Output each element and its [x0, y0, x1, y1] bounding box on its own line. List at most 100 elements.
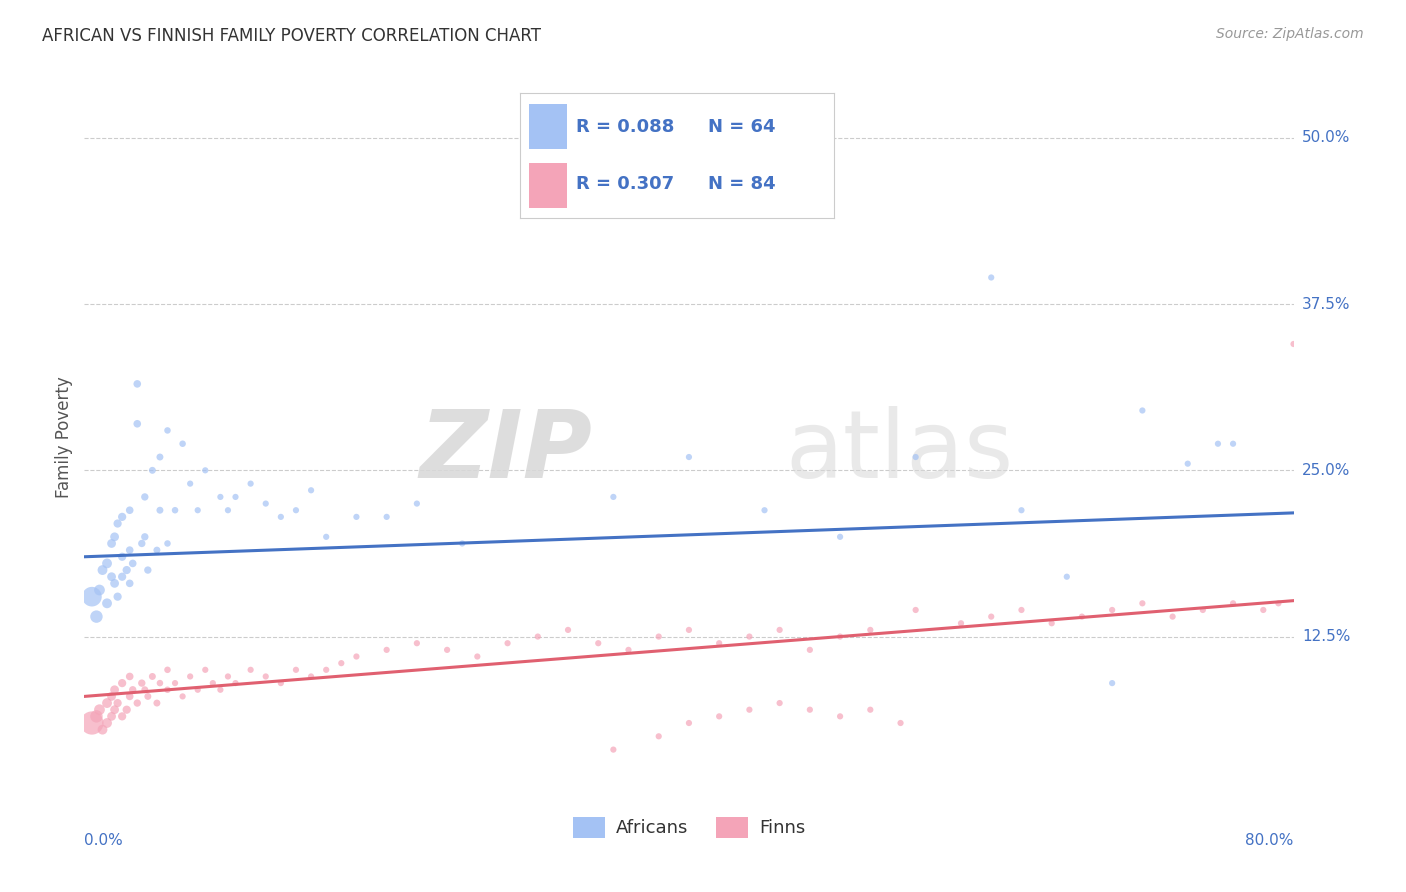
Point: [285, 503, 308, 517]
Point: [1267, 596, 1289, 610]
Point: [149, 450, 172, 464]
Point: [1222, 436, 1244, 450]
Point: [980, 609, 1002, 624]
Point: [100, 536, 122, 550]
Text: 80.0%: 80.0%: [1246, 833, 1294, 848]
Point: [830, 630, 852, 644]
Point: [172, 690, 194, 704]
Point: [115, 563, 138, 577]
Point: [678, 716, 700, 731]
Point: [100, 570, 122, 584]
Text: 12.5%: 12.5%: [1302, 629, 1350, 644]
Point: [239, 476, 262, 491]
Point: [270, 676, 292, 690]
Text: AFRICAN VS FINNISH FAMILY POVERTY CORRELATION CHART: AFRICAN VS FINNISH FAMILY POVERTY CORREL…: [42, 27, 541, 45]
Y-axis label: Family Poverty: Family Poverty: [55, 376, 73, 498]
Point: [149, 676, 172, 690]
Point: [617, 643, 640, 657]
Point: [96, 596, 118, 610]
Point: [239, 663, 262, 677]
Point: [950, 616, 973, 631]
Point: [678, 450, 700, 464]
Point: [980, 270, 1002, 285]
Point: [91, 723, 114, 737]
Point: [156, 663, 179, 677]
Point: [104, 576, 127, 591]
Point: [1056, 570, 1078, 584]
Point: [146, 543, 169, 558]
Point: [769, 696, 792, 710]
Point: [111, 676, 134, 690]
Point: [830, 709, 852, 723]
Point: [131, 676, 153, 690]
Point: [96, 716, 118, 731]
Point: [799, 643, 821, 657]
Point: [299, 483, 322, 498]
Point: [1282, 337, 1305, 351]
Point: [179, 669, 201, 683]
Point: [1040, 616, 1063, 631]
Point: [904, 450, 927, 464]
Point: [165, 676, 187, 690]
Point: [156, 682, 179, 697]
Point: [346, 649, 368, 664]
Point: [118, 503, 141, 517]
Point: [149, 503, 172, 517]
Point: [121, 682, 143, 697]
Point: [127, 696, 149, 710]
Point: [799, 703, 821, 717]
Point: [172, 436, 194, 450]
Point: [80, 716, 103, 731]
Point: [1161, 609, 1184, 624]
Point: [436, 643, 458, 657]
Text: 37.5%: 37.5%: [1302, 297, 1350, 311]
Point: [1071, 609, 1094, 624]
Point: [136, 563, 159, 577]
Point: [648, 729, 671, 743]
Point: [709, 709, 731, 723]
Point: [107, 516, 129, 531]
Point: [527, 197, 550, 211]
Point: [1206, 436, 1229, 450]
Point: [111, 570, 134, 584]
Point: [96, 557, 118, 571]
Point: [100, 690, 122, 704]
Point: [1130, 596, 1153, 610]
Point: [1177, 457, 1199, 471]
Text: 50.0%: 50.0%: [1302, 130, 1350, 145]
Point: [156, 424, 179, 438]
Point: [330, 656, 353, 670]
Point: [127, 376, 149, 391]
Point: [194, 463, 217, 477]
Text: atlas: atlas: [786, 406, 1014, 498]
Point: [136, 690, 159, 704]
Point: [299, 669, 322, 683]
Point: [141, 463, 163, 477]
Point: [118, 543, 141, 558]
Point: [118, 576, 141, 591]
Point: [131, 536, 153, 550]
Point: [315, 530, 337, 544]
Point: [375, 509, 398, 524]
Point: [187, 503, 209, 517]
Point: [209, 682, 232, 697]
Point: [127, 417, 149, 431]
Point: [86, 609, 108, 624]
Point: [104, 682, 127, 697]
Point: [179, 476, 201, 491]
Point: [254, 497, 277, 511]
Point: [107, 590, 129, 604]
Point: [111, 549, 134, 564]
Point: [118, 690, 141, 704]
Point: [406, 497, 429, 511]
Point: [1011, 503, 1033, 517]
Point: [115, 703, 138, 717]
Point: [346, 509, 368, 524]
Point: [738, 703, 761, 717]
Point: [225, 490, 247, 504]
Point: [209, 490, 232, 504]
Text: 0.0%: 0.0%: [84, 833, 124, 848]
Point: [121, 557, 143, 571]
Point: [1222, 596, 1244, 610]
Point: [527, 630, 550, 644]
